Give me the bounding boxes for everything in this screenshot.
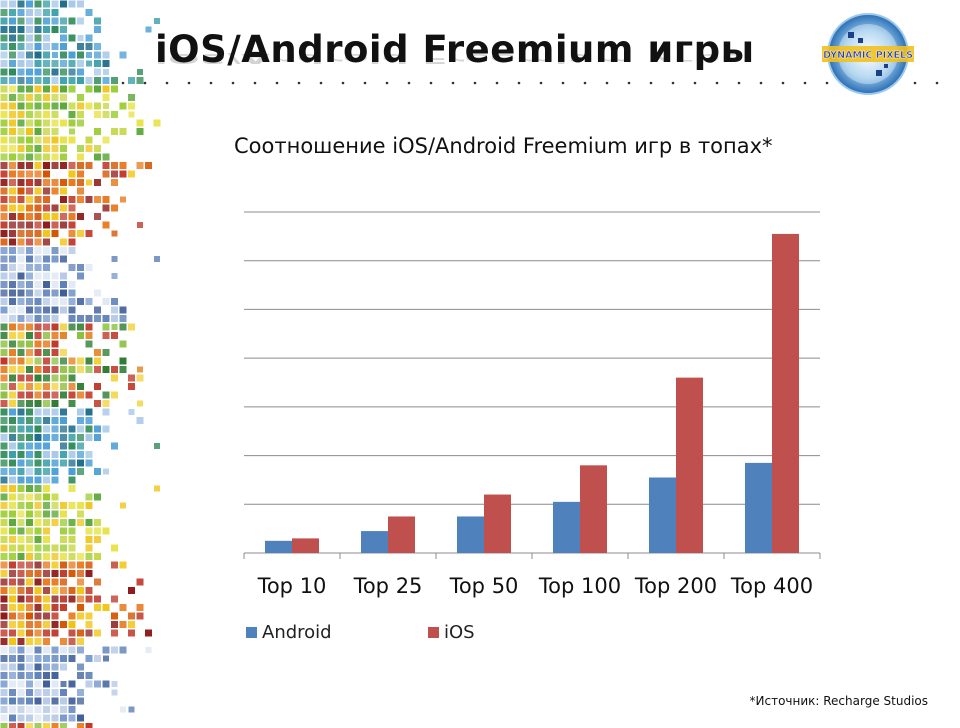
slide-title: iOS/Android Freemium игры	[155, 28, 755, 71]
x-tick-label: Top 400	[730, 574, 813, 598]
bar-ios-top-100	[580, 465, 607, 553]
bar-android-top-400	[745, 462, 772, 553]
bar-android-top-25	[361, 531, 388, 553]
dynamic-pixels-logo: DYNAMIC PIXELS	[822, 13, 914, 95]
slide-title-reflection: iOS/Android Freemium игры	[155, 50, 755, 66]
bar-chart: Top 10 Top 25 Top 50 Top 100 Top 200 Top 400	[243, 211, 821, 598]
bar-android-top-10	[265, 540, 292, 553]
logo-text: DYNAMIC PIXELS	[823, 50, 913, 61]
bar-ios-top-400	[772, 233, 799, 553]
x-tick-label: Top 10	[257, 574, 327, 598]
bar-android-top-50	[457, 516, 484, 553]
legend-label-ios: iOS	[444, 622, 475, 643]
bar-ios-top-200	[676, 377, 703, 553]
legend-label-android: Android	[262, 622, 332, 643]
x-tick-label: Top 200	[634, 574, 717, 598]
source-footnote: *Источник: Recharge Studios	[749, 694, 929, 708]
chart-title: Соотношение iOS/Android Freemium игр в т…	[234, 134, 773, 158]
x-tick-label: Top 100	[538, 574, 621, 598]
x-tick-label: Top 50	[449, 574, 519, 598]
legend-item-android: Android	[246, 622, 332, 643]
bar-ios-top-25	[388, 516, 415, 553]
legend-swatch-ios	[428, 627, 439, 638]
bar-android-top-100	[553, 501, 580, 553]
gridlines	[244, 211, 820, 554]
legend-item-ios: iOS	[428, 622, 475, 643]
bar-ios-top-10	[292, 538, 319, 553]
bar-ios-top-50	[484, 494, 511, 553]
legend-swatch-android	[246, 627, 257, 638]
x-tick-label: Top 25	[353, 574, 423, 598]
pixel-mosaic-decoration	[0, 0, 161, 728]
bar-android-top-200	[649, 477, 676, 553]
